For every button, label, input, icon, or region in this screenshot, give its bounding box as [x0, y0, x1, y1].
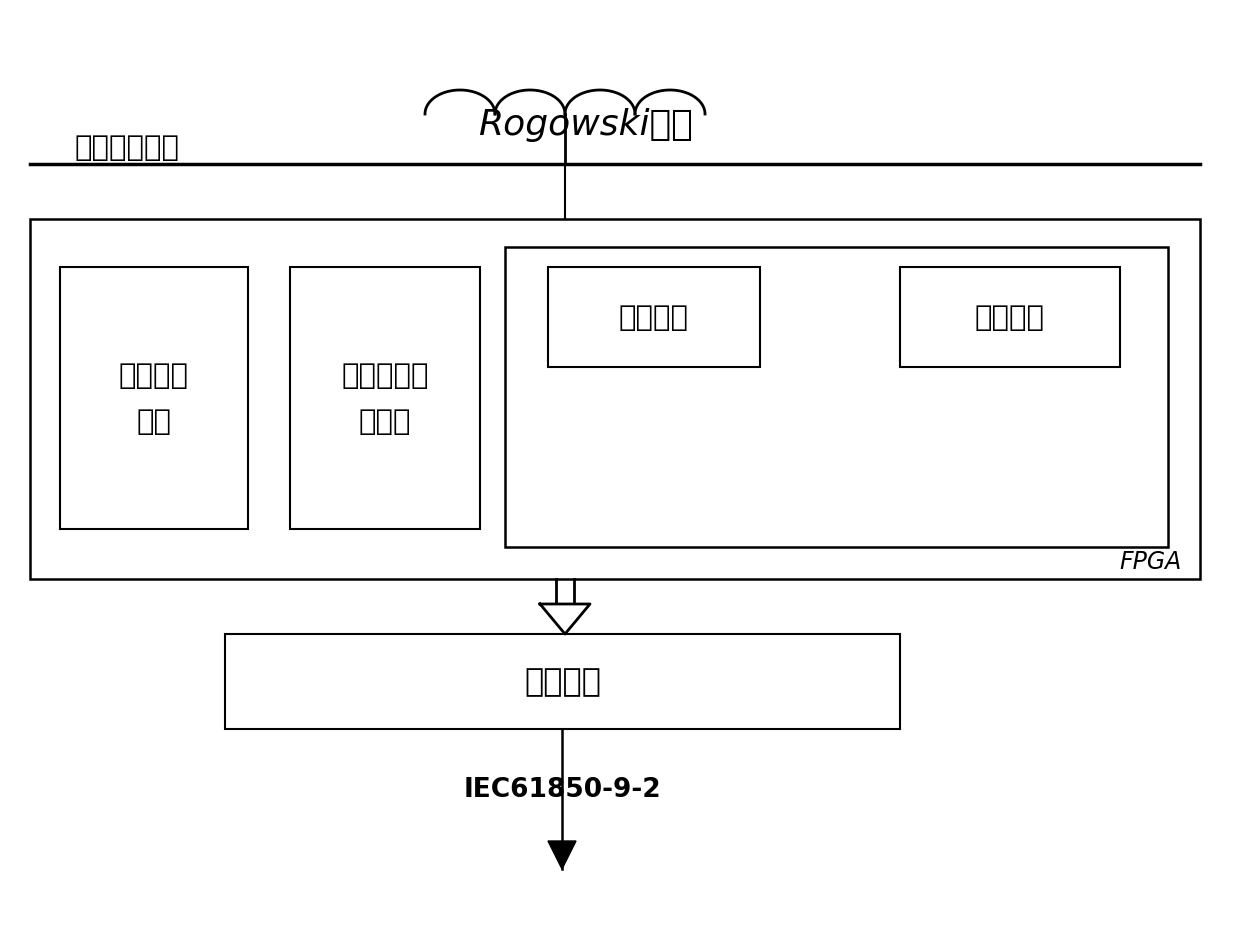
Polygon shape: [540, 605, 590, 635]
Text: IEC61850-9-2: IEC61850-9-2: [463, 776, 660, 802]
Bar: [506, 248, 1168, 548]
Text: 插值算法: 插值算法: [620, 303, 689, 331]
Text: Rogowski线圈: Rogowski线圈: [477, 108, 693, 142]
Text: 高采样率模
数转换: 高采样率模 数转换: [341, 362, 429, 435]
Text: 合并单元: 合并单元: [524, 666, 601, 697]
Text: 积分环节: 积分环节: [975, 303, 1044, 331]
Bar: [225, 635, 900, 729]
Polygon shape: [548, 841, 576, 869]
Text: FPGA: FPGA: [1120, 549, 1182, 574]
Bar: [59, 268, 248, 530]
Bar: [290, 268, 479, 530]
Bar: [30, 220, 1201, 579]
Bar: [548, 268, 760, 368]
Text: 一次电流导线: 一次电流导线: [76, 134, 180, 162]
Text: 低通滤波
回路: 低通滤波 回路: [119, 362, 190, 435]
Bar: [900, 268, 1120, 368]
